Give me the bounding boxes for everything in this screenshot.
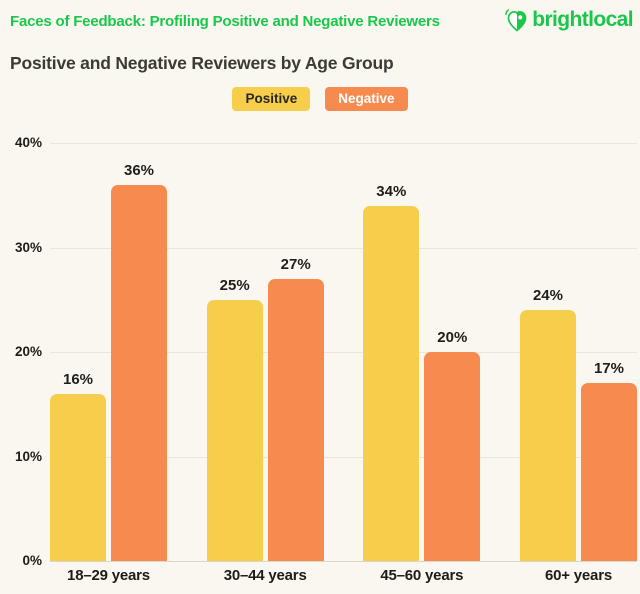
- bar-value-label: 24%: [532, 287, 563, 304]
- bar-group: 25% 27%: [206, 256, 324, 561]
- bar-value-label: 16%: [62, 371, 94, 388]
- x-axis-label: 30–44 years: [223, 567, 307, 584]
- chart-legend: Positive Negative: [0, 87, 640, 111]
- bar-value-label: 25%: [219, 277, 250, 294]
- bar-value-label: 34%: [376, 183, 407, 200]
- brand-wordmark: brightlocal: [532, 8, 633, 31]
- chart-title: Positive and Negative Reviewers by Age G…: [10, 53, 394, 73]
- bar-negative: 36%: [111, 162, 167, 561]
- bar-positive: 16%: [50, 371, 106, 561]
- bar-positive: 34%: [363, 183, 420, 561]
- gridline: [50, 248, 637, 249]
- bar-value-label: 20%: [437, 329, 468, 346]
- y-axis-tick: 30%: [14, 240, 42, 255]
- plot-area: 16% 36% 25% 27% 34% 20% 24% 17%: [50, 143, 637, 562]
- bar-negative: 20%: [424, 329, 481, 561]
- y-axis-tick: 0%: [22, 553, 42, 568]
- legend-chip-negative: Negative: [325, 87, 408, 111]
- legend-chip-positive: Positive: [232, 87, 311, 111]
- gridline: [50, 143, 637, 144]
- gridline: [50, 561, 637, 562]
- bar-value-label: 27%: [280, 256, 311, 273]
- bar-negative: 27%: [267, 256, 324, 561]
- x-axis: 18–29 years 30–44 years 45–60 years 60+ yea…: [50, 567, 637, 584]
- bar-positive: 25%: [206, 277, 263, 561]
- bar-positive: 24%: [519, 287, 576, 561]
- x-axis-label: 45–60 years: [380, 567, 464, 584]
- bar-value-label: 36%: [123, 162, 155, 179]
- report-kicker: Faces of Feedback: Profiling Positive an…: [10, 13, 440, 30]
- gridline: [50, 457, 637, 458]
- y-axis-tick: 10%: [14, 449, 42, 464]
- heart-pin-icon: [504, 7, 530, 33]
- x-axis-label: 60+ years: [544, 567, 612, 584]
- bar-negative: 17%: [580, 360, 637, 561]
- bar-group: 24% 17%: [519, 287, 637, 561]
- brightlocal-logo: brightlocal: [504, 7, 634, 33]
- x-axis-label: 18–29 years: [67, 567, 150, 584]
- bar-value-label: 17%: [593, 360, 624, 377]
- bar-chart: 40% 30% 20% 10% 0% 16% 36% 25% 27% 34% 20% 24% 17% …: [0, 120, 640, 594]
- bar-group: 16% 36%: [50, 162, 167, 561]
- y-axis-tick: 20%: [14, 344, 42, 359]
- bar-group: 34% 20%: [363, 183, 481, 561]
- bar-groups: 16% 36% 25% 27% 34% 20% 24% 17%: [50, 143, 637, 561]
- y-axis-tick: 40%: [14, 135, 42, 150]
- gridline: [50, 352, 637, 353]
